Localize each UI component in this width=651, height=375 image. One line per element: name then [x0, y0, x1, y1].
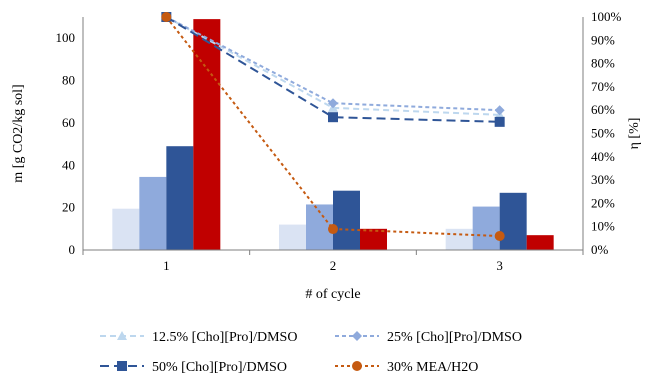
legend-label: 12.5% [Cho][Pro]/DMSO [152, 330, 297, 345]
bar [499, 192, 527, 250]
y-left-tick-label: 20 [62, 200, 75, 215]
series-line [165, 16, 500, 238]
x-tick-label: 1 [163, 258, 170, 273]
marker-diamond [328, 98, 338, 109]
y-right-tick-label: 30% [591, 172, 615, 187]
legend-label: 25% [Cho][Pro]/DMSO [387, 330, 522, 345]
y-left-tick-label: 40 [62, 157, 75, 172]
y-right-tick-label: 70% [591, 79, 615, 94]
marker-square [494, 116, 505, 127]
y-left-tick-label: 0 [69, 242, 76, 257]
y-right-tick-label: 20% [591, 195, 615, 210]
marker-square [117, 361, 127, 371]
bar [472, 206, 500, 250]
marker-circle [161, 12, 172, 22]
y-axis-right-title: η [%] [627, 118, 642, 150]
bar [445, 228, 473, 250]
marker-square [328, 112, 338, 123]
marker-triangle [117, 331, 127, 340]
marker-diamond [352, 331, 362, 341]
y-right-tick-label: 100% [591, 9, 622, 24]
marker-diamond [494, 105, 505, 116]
bar [166, 146, 194, 250]
y-right-tick-label: 60% [591, 102, 615, 117]
y-right-tick-label: 50% [591, 126, 615, 141]
y-left-tick-label: 60 [62, 115, 75, 130]
bar [279, 224, 306, 250]
x-tick-label: 3 [496, 258, 503, 273]
series-line [165, 16, 500, 116]
bars-layer [112, 19, 554, 251]
y-right-tick-label: 90% [591, 32, 615, 47]
y-left-tick-label: 100 [56, 30, 76, 45]
y-right-tick-label: 80% [591, 56, 615, 71]
bar [193, 19, 221, 251]
y-axis-left-title: m [g CO2/kg sol] [11, 84, 26, 182]
y-right-tick-label: 40% [591, 149, 615, 164]
bar [112, 208, 140, 250]
y-right-tick-label: 10% [591, 219, 615, 234]
x-tick-label: 2 [330, 258, 337, 273]
series-line [165, 16, 500, 123]
x-axis-title: # of cycle [305, 287, 360, 302]
legend-label: 30% MEA/H2O [387, 360, 478, 375]
legend: 12.5% [Cho][Pro]/DMSO 25% [Cho][Pro]/DMSO… [100, 330, 522, 375]
bar [360, 228, 387, 250]
y-right-tick-label: 0% [591, 242, 609, 257]
marker-circle [494, 231, 505, 242]
bar [333, 190, 360, 250]
legend-label: 50% [Cho][Pro]/DMSO [152, 360, 287, 375]
y-left-tick-label: 80 [62, 73, 75, 88]
lines-layer [161, 12, 505, 242]
marker-circle [352, 361, 362, 371]
axes-layer: 0 20 40 60 80 100 0% 10% 20% 30% 40% 50% 60% 70% 80% 90… [56, 9, 622, 273]
marker-circle [328, 224, 338, 235]
bar [139, 176, 167, 250]
bar [526, 235, 554, 250]
